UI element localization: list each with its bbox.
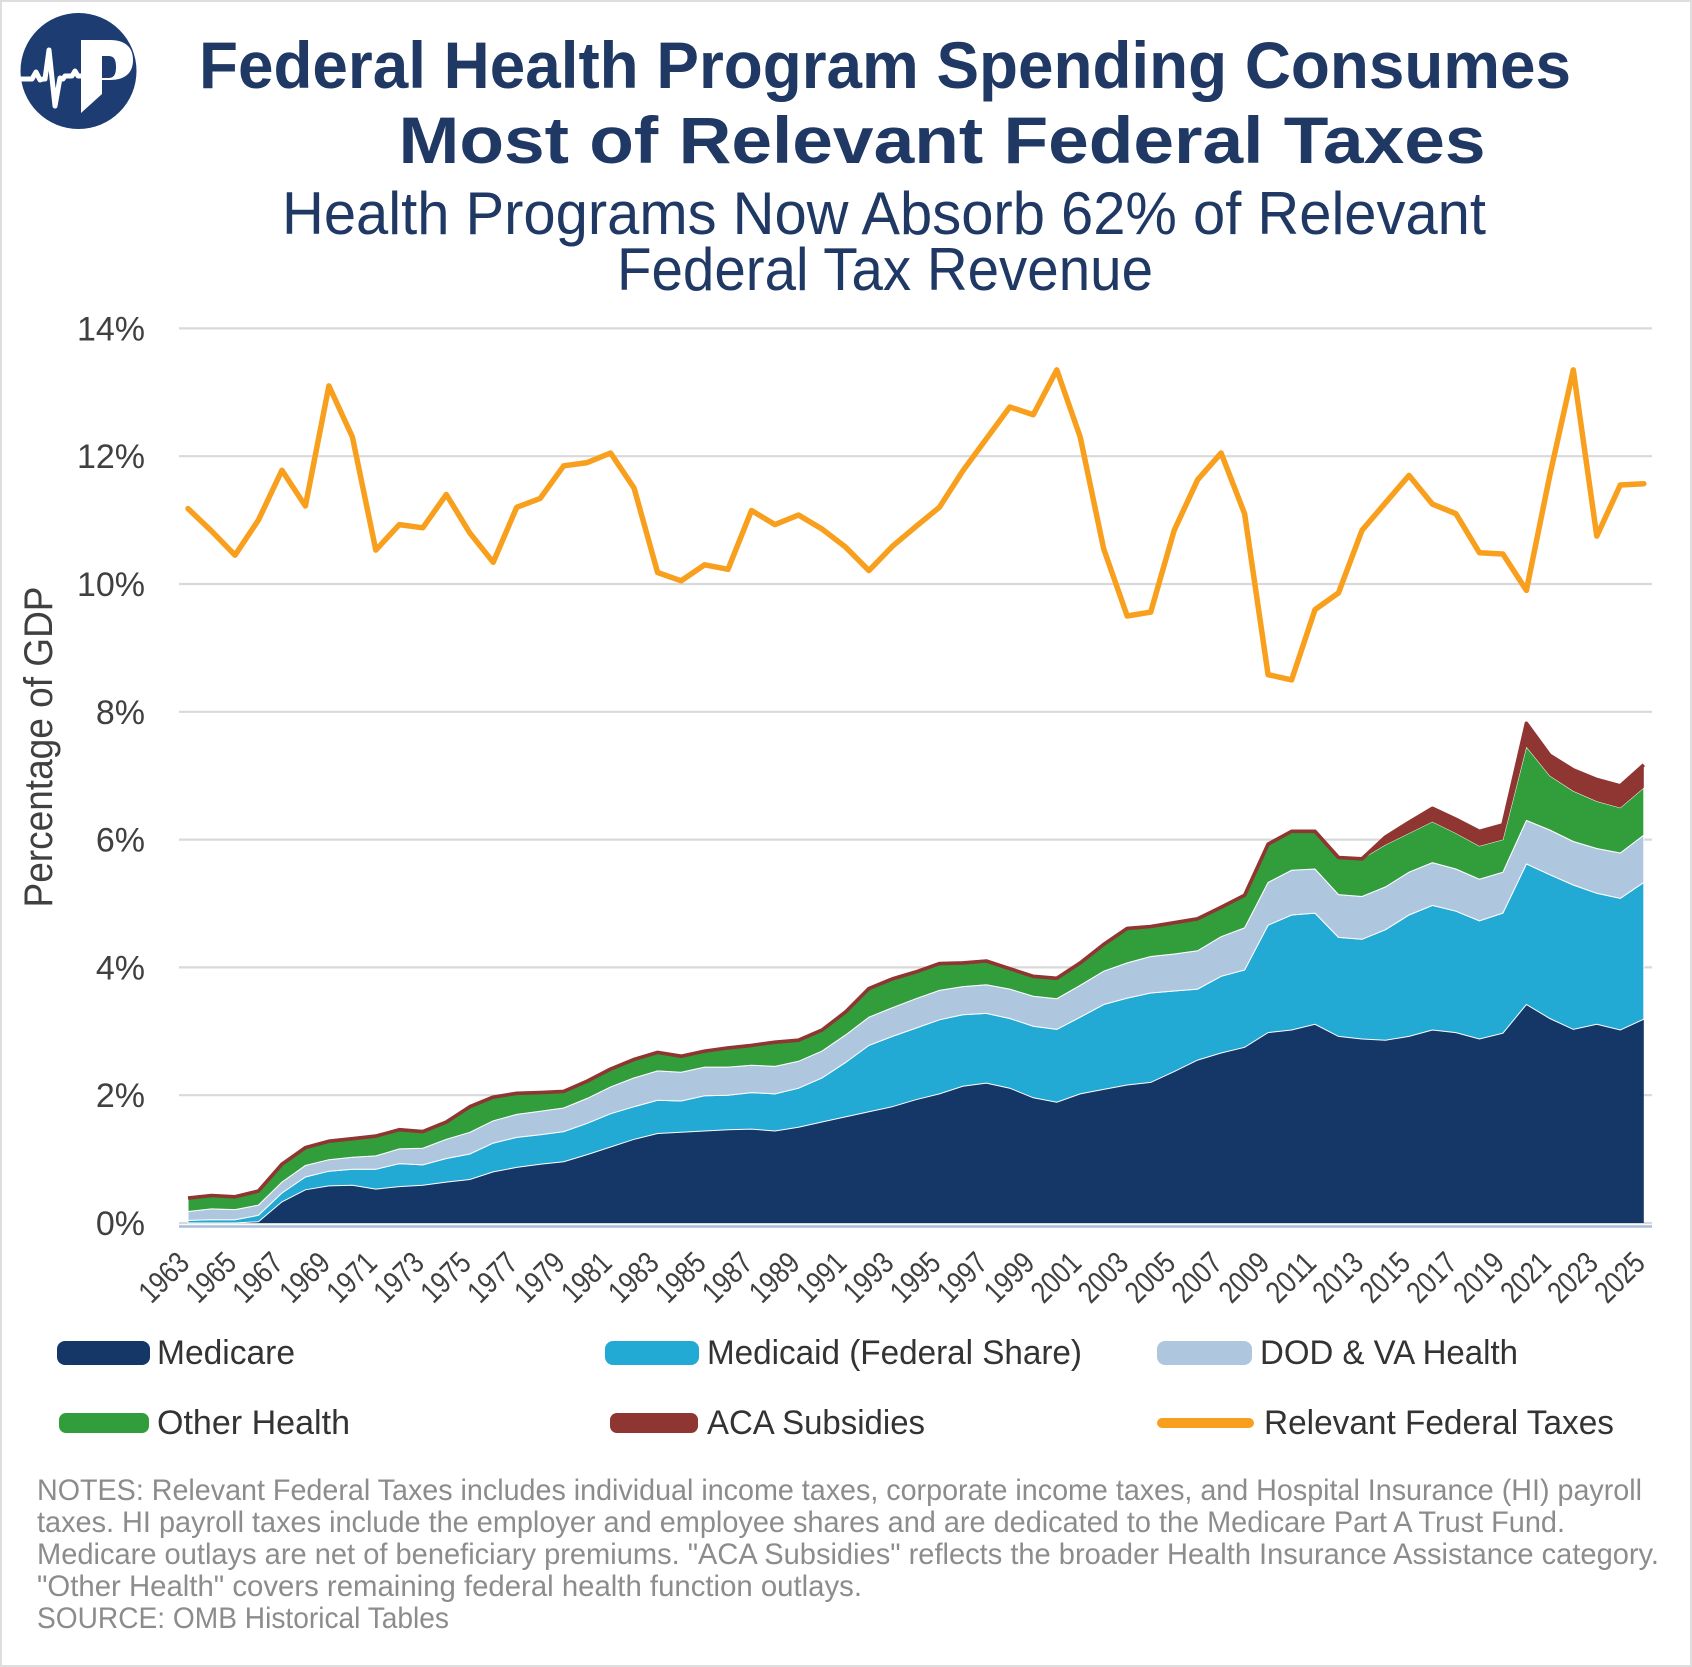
svg-text:ACA Subsidies: ACA Subsidies	[707, 1404, 925, 1442]
svg-text:10%: 10%	[77, 566, 145, 604]
svg-text:NOTES: Relevant Federal Taxes: NOTES: Relevant Federal Taxes includes i…	[37, 1474, 1642, 1507]
svg-text:Medicaid (Federal Share): Medicaid (Federal Share)	[707, 1334, 1082, 1372]
svg-text:Relevant Federal Taxes: Relevant Federal Taxes	[1264, 1404, 1614, 1442]
svg-text:12%: 12%	[77, 438, 145, 476]
svg-text:14%: 14%	[77, 310, 145, 348]
svg-text:Health Programs Now Absorb 62%: Health Programs Now Absorb 62% of Releva…	[282, 180, 1486, 247]
svg-text:"Other Health" covers remainin: "Other Health" covers remaining federal …	[37, 1570, 862, 1603]
svg-text:SOURCE: OMB Historical Tables: SOURCE: OMB Historical Tables	[37, 1602, 449, 1635]
svg-text:8%: 8%	[96, 694, 145, 732]
svg-text:Other Health: Other Health	[157, 1404, 350, 1442]
svg-text:2025: 2025	[1587, 1245, 1651, 1309]
svg-text:Federal Tax Revenue: Federal Tax Revenue	[617, 236, 1153, 303]
svg-text:4%: 4%	[96, 949, 145, 987]
svg-text:Percentage of GDP: Percentage of GDP	[17, 587, 61, 908]
svg-text:6%: 6%	[96, 822, 145, 860]
svg-text:Medicare: Medicare	[157, 1334, 295, 1372]
svg-text:DOD & VA Health: DOD & VA Health	[1260, 1334, 1518, 1372]
svg-text:taxes. HI payroll taxes includ: taxes. HI payroll taxes include the empl…	[37, 1506, 1565, 1539]
svg-text:Most of Relevant Federal Taxes: Most of Relevant Federal Taxes	[399, 103, 1486, 177]
svg-text:0%: 0%	[96, 1205, 145, 1243]
svg-text:Federal Health Program Spendin: Federal Health Program Spending Consumes	[199, 28, 1571, 102]
svg-text:2%: 2%	[96, 1077, 145, 1115]
svg-text:Medicare outlays are net of be: Medicare outlays are net of beneficiary …	[37, 1538, 1659, 1571]
